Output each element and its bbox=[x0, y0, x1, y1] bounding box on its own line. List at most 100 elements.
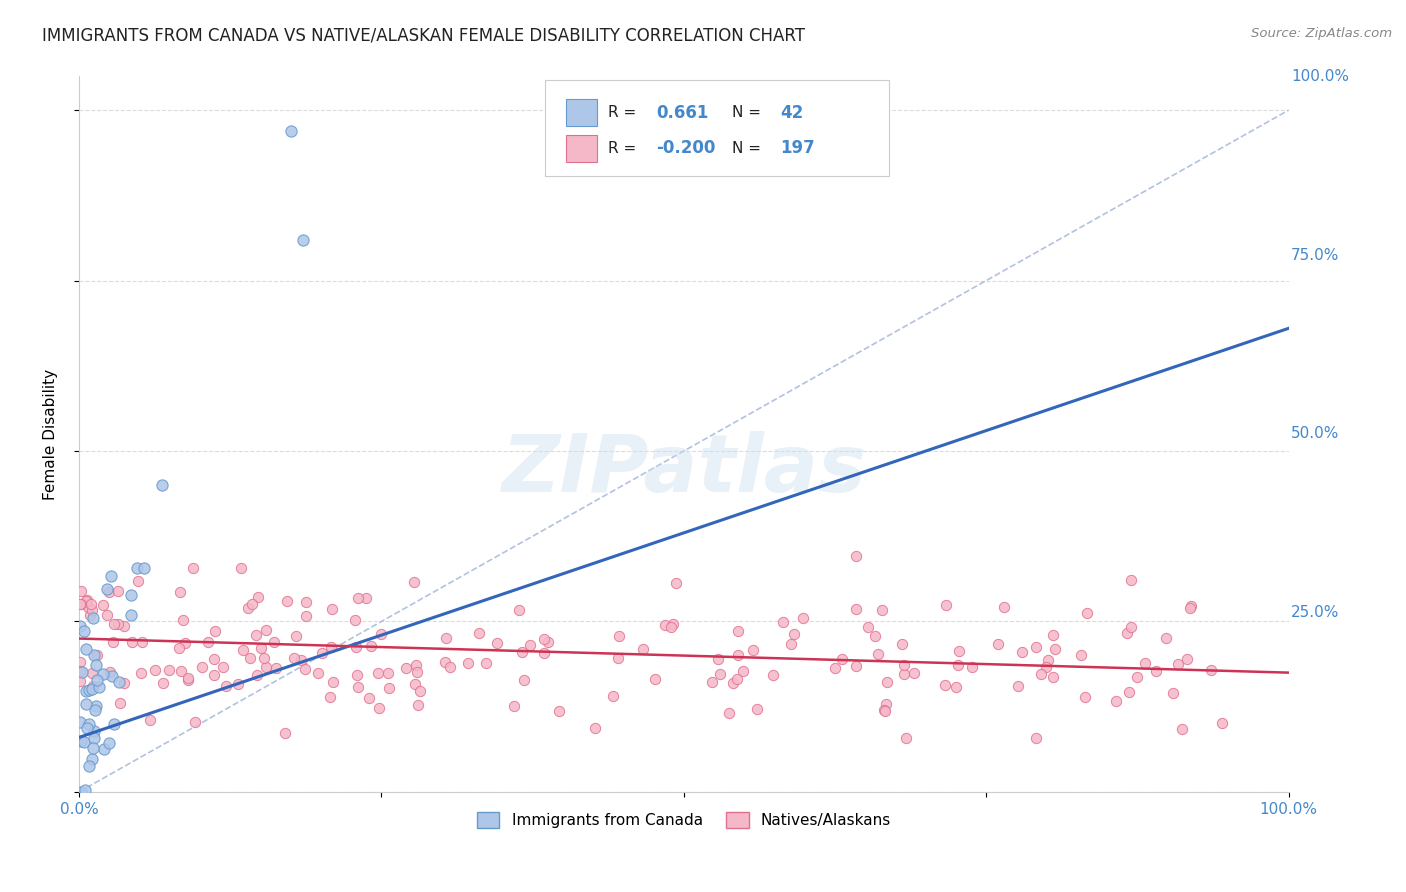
Point bbox=[291, 233, 314, 247]
Point bbox=[238, 601, 260, 615]
Point bbox=[184, 715, 207, 730]
Point bbox=[83, 648, 105, 662]
Point bbox=[1171, 722, 1194, 736]
Point bbox=[1025, 640, 1047, 654]
Point bbox=[202, 668, 225, 682]
Text: IMMIGRANTS FROM CANADA VS NATIVE/ALASKAN FEMALE DISABILITY CORRELATION CHART: IMMIGRANTS FROM CANADA VS NATIVE/ALASKAN… bbox=[42, 27, 806, 45]
Point bbox=[169, 584, 191, 599]
Text: N =: N = bbox=[733, 141, 761, 156]
Text: R =: R = bbox=[607, 105, 636, 120]
Text: 0.661: 0.661 bbox=[657, 103, 709, 121]
Point bbox=[294, 595, 316, 609]
Point bbox=[723, 676, 745, 690]
Point bbox=[863, 629, 886, 643]
Point bbox=[100, 569, 122, 583]
Point bbox=[1042, 670, 1064, 684]
Point bbox=[96, 582, 118, 596]
Point bbox=[91, 599, 114, 613]
Point bbox=[322, 674, 344, 689]
Point bbox=[112, 676, 135, 690]
Point bbox=[79, 607, 101, 622]
Y-axis label: Female Disability: Female Disability bbox=[44, 368, 58, 500]
Point bbox=[1043, 642, 1066, 657]
Point bbox=[76, 721, 98, 735]
Point bbox=[508, 603, 530, 617]
Point bbox=[191, 660, 214, 674]
Point bbox=[321, 640, 343, 654]
Point bbox=[360, 639, 382, 653]
Point bbox=[69, 734, 91, 748]
Point bbox=[702, 675, 724, 690]
Point bbox=[1118, 685, 1140, 699]
Point bbox=[232, 643, 254, 657]
Point bbox=[98, 665, 121, 680]
Point bbox=[1011, 645, 1033, 659]
Point bbox=[69, 598, 91, 612]
Point bbox=[347, 591, 370, 605]
Point bbox=[77, 759, 100, 773]
Point bbox=[167, 640, 190, 655]
Point bbox=[1161, 686, 1184, 700]
Point bbox=[273, 726, 295, 740]
Point bbox=[254, 623, 277, 637]
Point bbox=[75, 684, 97, 698]
Point bbox=[107, 617, 129, 632]
Point bbox=[127, 561, 149, 575]
Point bbox=[295, 608, 318, 623]
Point bbox=[533, 632, 555, 646]
Point bbox=[294, 662, 316, 676]
Point bbox=[659, 620, 682, 634]
Point bbox=[69, 714, 91, 729]
Text: R =: R = bbox=[607, 141, 636, 156]
Point bbox=[607, 629, 630, 643]
Point bbox=[80, 666, 103, 681]
FancyBboxPatch shape bbox=[567, 99, 596, 126]
Point bbox=[177, 671, 200, 685]
Point bbox=[204, 624, 226, 639]
Point bbox=[346, 668, 368, 682]
Text: 75.0%: 75.0% bbox=[1291, 247, 1340, 262]
Point bbox=[1073, 690, 1095, 704]
Point bbox=[107, 675, 129, 690]
Text: N =: N = bbox=[733, 105, 761, 120]
Point bbox=[1029, 667, 1052, 681]
Point bbox=[868, 648, 890, 662]
Point bbox=[80, 682, 103, 697]
Point bbox=[548, 704, 571, 718]
Point bbox=[742, 643, 765, 657]
Point bbox=[1154, 631, 1177, 645]
Point bbox=[82, 610, 104, 624]
Point bbox=[80, 752, 103, 766]
Point bbox=[69, 584, 91, 599]
Point bbox=[845, 549, 868, 563]
Point bbox=[537, 635, 560, 649]
Point bbox=[311, 647, 333, 661]
Point bbox=[378, 681, 401, 696]
Point bbox=[202, 652, 225, 666]
Point bbox=[84, 702, 107, 716]
Text: 42: 42 bbox=[780, 103, 804, 121]
Point bbox=[129, 665, 152, 680]
Point bbox=[276, 594, 298, 608]
Point bbox=[321, 602, 343, 616]
Point bbox=[1175, 652, 1198, 666]
Point bbox=[197, 635, 219, 649]
Point bbox=[1070, 648, 1092, 662]
Point bbox=[75, 697, 97, 711]
Point bbox=[212, 660, 235, 674]
Point bbox=[69, 785, 91, 799]
Point bbox=[780, 638, 803, 652]
Point bbox=[181, 561, 204, 575]
Point bbox=[253, 650, 276, 665]
Point bbox=[946, 657, 969, 672]
Point bbox=[1007, 679, 1029, 693]
Point bbox=[73, 734, 96, 748]
Point bbox=[69, 664, 91, 678]
Point bbox=[82, 740, 104, 755]
Point bbox=[845, 659, 868, 673]
Point bbox=[120, 588, 142, 602]
Point bbox=[247, 590, 270, 604]
Point bbox=[107, 584, 129, 599]
Point bbox=[157, 663, 180, 677]
Point bbox=[845, 602, 868, 616]
